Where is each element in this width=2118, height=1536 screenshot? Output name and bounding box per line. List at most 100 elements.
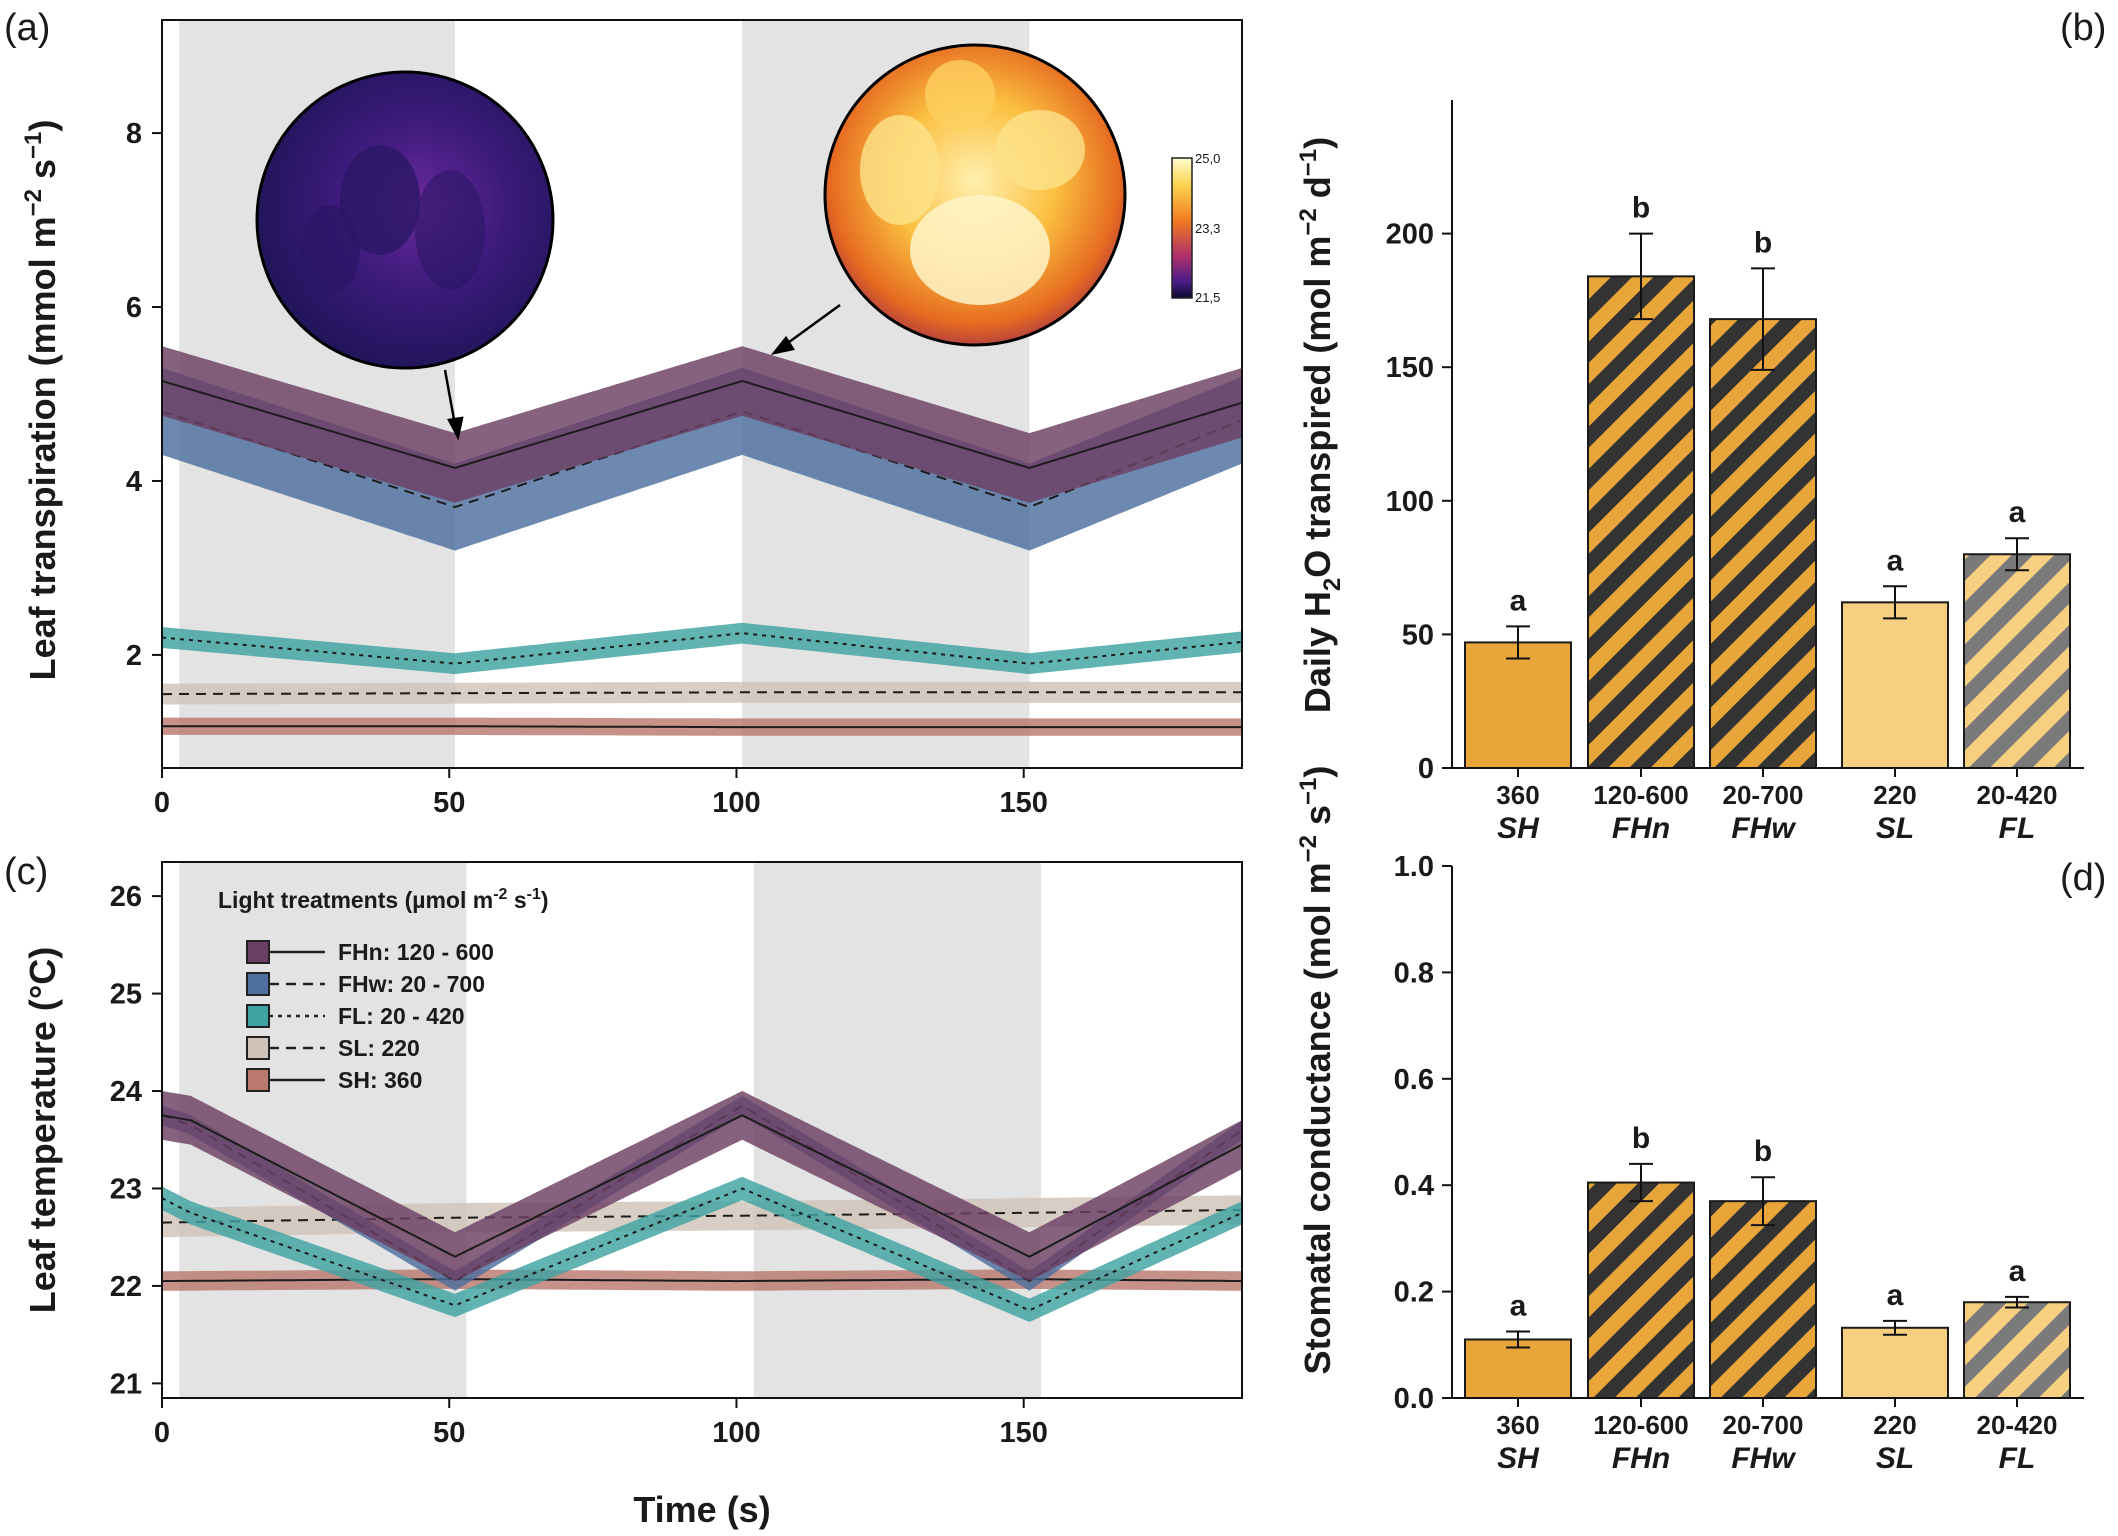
daily-transpired-treatment-label: FHw: [1731, 812, 1796, 845]
y-tick-label: 22: [110, 1271, 142, 1303]
plot-frame-c: [161, 861, 1243, 1399]
axes-b: 0 50 100 150 200: [1386, 100, 2084, 785]
daily-transpired-significance-letter: a: [1887, 544, 1904, 577]
stomatal-conductance-category-label: 360: [1496, 1410, 1539, 1440]
stomatal-conductance-significance-letter: b: [1632, 1122, 1650, 1155]
x-tick-label: 50: [433, 787, 465, 819]
stomatal-conductance-treatment-label: SH: [1497, 1442, 1540, 1475]
axes-a: 0 50 100 150 2 4 6 8: [126, 118, 1048, 819]
x-tick-label: 0: [154, 1417, 170, 1449]
daily-transpired-bar-FHw: [1709, 318, 1817, 769]
y-tick-label: 50: [1402, 619, 1434, 651]
daily-transpired-significance-letter: b: [1632, 192, 1650, 225]
y-tick-label: 4: [126, 466, 142, 498]
panel-label-c: (c): [4, 851, 48, 893]
daily-transpired-bar-SL: [1841, 601, 1949, 769]
x-tick-label: 150: [1000, 1417, 1048, 1449]
x-axis-label-c: Time (s): [633, 1489, 770, 1530]
stomatal-conductance-category-label: 120-600: [1593, 1410, 1688, 1440]
y-axis-label-b: Daily H2O transpired (mol m−2 d−1): [1295, 137, 1346, 713]
y-axis-label-c: Leaf temperature (°C): [22, 947, 63, 1313]
transpiration-line-FL: [162, 632, 1242, 665]
daily-transpired-significance-letter: a: [2009, 496, 2026, 529]
x-tick-label: 100: [712, 1417, 760, 1449]
colorbar-tick-min: 21,5: [1195, 290, 1220, 305]
y-tick-label: 25: [110, 979, 142, 1011]
transpiration-band-FHw: [162, 367, 1242, 551]
stomatal-conductance-significance-letter: a: [1510, 1290, 1527, 1323]
shaded-periods: [179, 862, 1041, 1398]
thermal-image-cold: [255, 70, 555, 370]
legend: Light treatments (µmol m-2 s-1) FHn: 120…: [218, 886, 549, 1093]
y-tick-label: 0.8: [1394, 957, 1434, 989]
y-tick-label: 26: [110, 881, 142, 913]
temperature-band-FL: [162, 1176, 1242, 1322]
y-tick-label: 150: [1386, 352, 1434, 384]
panel-label-a: (a): [4, 7, 50, 49]
transpiration-series: [162, 346, 1242, 736]
x-tick-label: 100: [712, 787, 760, 819]
stomatal-conductance-significance-letter: a: [2009, 1255, 2026, 1288]
temperature-line-SH: [162, 1278, 1242, 1283]
y-tick-label: 23: [110, 1173, 142, 1205]
legend-label-SH: SH: 360: [338, 1067, 422, 1093]
plot-frame-a: [161, 19, 1243, 769]
stomatal-conductance-bar-FL: [1963, 1301, 2071, 1399]
legend-swatch-FHw: [246, 972, 270, 996]
daily-transpired-category-label: 220: [1873, 780, 1916, 810]
stomatal-conductance-significance-letter: a: [1887, 1279, 1904, 1312]
x-tick-label: 0: [154, 787, 170, 819]
legend-label-FL: FL: 20 - 420: [338, 1003, 465, 1029]
stomatal-conductance-treatment-label: FHw: [1731, 1442, 1796, 1475]
y-tick-label: 2: [126, 640, 142, 672]
axes-c: 0 50 100 150 21 22 23 24 25 26: [110, 881, 1048, 1449]
image-arrows: [443, 303, 841, 441]
transpiration-band-SL: [162, 681, 1242, 705]
colorbar-tick-mid: 23,3: [1195, 221, 1220, 236]
stomatal-conductance-bar-SL: [1841, 1326, 1949, 1399]
y-tick-label: 8: [126, 118, 142, 150]
legend-swatch-SL: [246, 1036, 270, 1060]
daily-transpired-category-label: 120-600: [1593, 780, 1688, 810]
stomatal-conductance-category-label: 20-700: [1723, 1410, 1804, 1440]
y-tick-label: 0.4: [1394, 1170, 1434, 1202]
colorbar-tick-max: 25,0: [1195, 151, 1220, 166]
stomatal-conductance-category-label: 220: [1873, 1410, 1916, 1440]
y-tick-label: 200: [1386, 219, 1434, 251]
y-tick-label: 0: [1418, 753, 1434, 785]
colorbar: 25,0 23,3 21,5: [1171, 151, 1220, 305]
panel-c: (c) 0 50 100 150 21 22 23 24 25 26 Light treatmen…: [4, 851, 1243, 1530]
daily-transpired-treatment-label: SH: [1497, 812, 1540, 845]
panel-label-b: (b): [2060, 7, 2106, 49]
y-tick-label: 0.2: [1394, 1277, 1434, 1309]
legend-swatch-SH: [246, 1068, 270, 1092]
axes-d: 0.0 0.2 0.4 0.6 0.8 1.0: [1394, 851, 2084, 1415]
y-axis-label-d: Stomatal conductance (mol m−2 s−1): [1295, 766, 1338, 1375]
panel-a: (a) 25,0 23,3 21,5: [4, 7, 1243, 819]
legend-title: Light treatments (µmol m-2 s-1): [218, 886, 549, 913]
thermal-image-hot: [823, 43, 1127, 347]
daily-transpired-bar-FHn: [1587, 275, 1695, 769]
y-tick-label: 1.0: [1394, 851, 1434, 883]
y-tick-label: 100: [1386, 486, 1434, 518]
x-tick-label: 150: [1000, 787, 1048, 819]
y-tick-label: 21: [110, 1368, 142, 1400]
daily-transpired-treatment-label: FL: [1999, 812, 2036, 845]
y-axis-label-a: Leaf transpiration (mmol m−2 s−1): [20, 120, 63, 681]
stomatal-conductance-treatment-label: SL: [1876, 1442, 1914, 1475]
legend-label-FHn: FHn: 120 - 600: [338, 939, 494, 965]
temperature-line-FL: [162, 1187, 1242, 1312]
stomatal-conductance-significance-letter: b: [1754, 1135, 1772, 1168]
stomatal-conductance-bar-FHn: [1587, 1181, 1695, 1400]
legend-swatch-FHn: [246, 940, 270, 964]
daily-transpired-category-label: 20-700: [1723, 780, 1804, 810]
daily-transpired-bar-FL: [1963, 553, 2071, 769]
daily-transpired-treatment-label: SL: [1876, 812, 1914, 845]
stomatal-conductance-treatment-label: FL: [1999, 1442, 2036, 1475]
stomatal-conductance-treatment-label: FHn: [1612, 1442, 1670, 1475]
temperature-series: [162, 1091, 1242, 1322]
stomatal-conductance-category-label: 20-420: [1977, 1410, 2058, 1440]
